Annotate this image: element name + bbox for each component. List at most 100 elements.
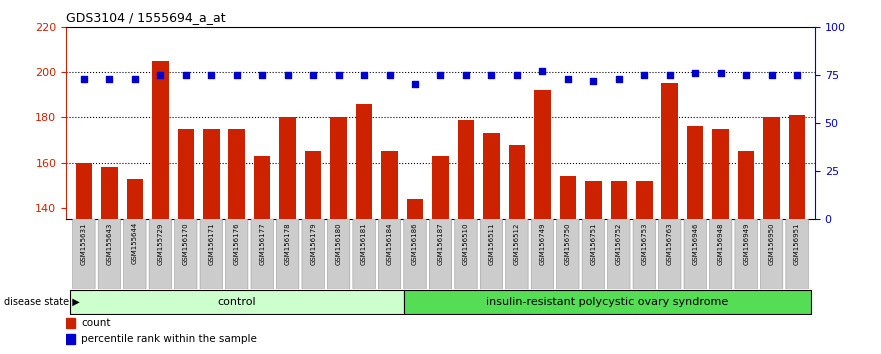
- Point: [739, 72, 753, 78]
- Text: percentile rank within the sample: percentile rank within the sample: [81, 334, 257, 344]
- Text: GSM156171: GSM156171: [208, 222, 214, 265]
- Point: [611, 76, 626, 81]
- Bar: [330, 117, 347, 354]
- Bar: [76, 163, 93, 354]
- FancyBboxPatch shape: [378, 219, 401, 289]
- Text: disease state ▶: disease state ▶: [4, 297, 80, 307]
- Text: GSM155643: GSM155643: [107, 222, 113, 265]
- Point: [688, 70, 702, 76]
- Text: GSM156763: GSM156763: [667, 222, 673, 265]
- FancyBboxPatch shape: [786, 219, 808, 289]
- Bar: [534, 90, 551, 354]
- Point: [306, 72, 320, 78]
- Bar: [254, 156, 270, 354]
- FancyBboxPatch shape: [709, 219, 732, 289]
- Bar: [508, 144, 525, 354]
- FancyBboxPatch shape: [174, 219, 197, 289]
- Text: GSM155644: GSM155644: [132, 222, 137, 264]
- Bar: [687, 126, 704, 354]
- Bar: [483, 133, 500, 354]
- Text: count: count: [81, 318, 110, 328]
- Text: GSM156170: GSM156170: [182, 222, 189, 265]
- Bar: [738, 152, 754, 354]
- Bar: [407, 199, 423, 354]
- FancyBboxPatch shape: [658, 219, 681, 289]
- Point: [128, 76, 142, 81]
- Point: [331, 72, 345, 78]
- Point: [637, 72, 651, 78]
- FancyBboxPatch shape: [226, 219, 248, 289]
- Point: [179, 72, 193, 78]
- Text: GSM156751: GSM156751: [590, 222, 596, 265]
- Point: [153, 72, 167, 78]
- FancyBboxPatch shape: [531, 219, 553, 289]
- FancyBboxPatch shape: [353, 219, 375, 289]
- FancyBboxPatch shape: [98, 219, 121, 289]
- Text: GSM156187: GSM156187: [438, 222, 443, 265]
- Point: [281, 72, 295, 78]
- Text: GSM156177: GSM156177: [259, 222, 265, 265]
- Point: [586, 78, 600, 84]
- FancyBboxPatch shape: [684, 219, 707, 289]
- Bar: [177, 129, 194, 354]
- Bar: [127, 179, 143, 354]
- Point: [459, 72, 473, 78]
- FancyBboxPatch shape: [251, 219, 273, 289]
- Text: GSM156950: GSM156950: [768, 222, 774, 265]
- Bar: [713, 129, 729, 354]
- Text: insulin-resistant polycystic ovary syndrome: insulin-resistant polycystic ovary syndr…: [486, 297, 729, 307]
- Point: [102, 76, 116, 81]
- Text: GSM155729: GSM155729: [158, 222, 163, 265]
- Bar: [559, 176, 576, 354]
- Bar: [433, 156, 448, 354]
- Bar: [788, 115, 805, 354]
- Text: GSM156179: GSM156179: [310, 222, 316, 265]
- FancyBboxPatch shape: [480, 219, 503, 289]
- FancyBboxPatch shape: [608, 219, 630, 289]
- Bar: [458, 120, 474, 354]
- Text: GSM156510: GSM156510: [463, 222, 469, 265]
- Text: GSM156181: GSM156181: [361, 222, 367, 265]
- FancyBboxPatch shape: [149, 219, 172, 289]
- Text: GSM156186: GSM156186: [412, 222, 418, 265]
- Bar: [636, 181, 653, 354]
- FancyBboxPatch shape: [735, 219, 758, 289]
- Text: GSM156753: GSM156753: [641, 222, 648, 265]
- Bar: [611, 181, 627, 354]
- Bar: [279, 117, 296, 354]
- Text: GSM155631: GSM155631: [81, 222, 87, 265]
- Bar: [203, 129, 219, 354]
- Point: [765, 72, 779, 78]
- Bar: [662, 83, 678, 354]
- Point: [663, 72, 677, 78]
- Bar: [763, 117, 780, 354]
- Bar: [66, 318, 75, 328]
- FancyBboxPatch shape: [557, 219, 579, 289]
- Bar: [152, 61, 168, 354]
- FancyBboxPatch shape: [455, 219, 478, 289]
- FancyBboxPatch shape: [302, 219, 324, 289]
- Point: [230, 72, 244, 78]
- Text: GSM156949: GSM156949: [744, 222, 749, 265]
- Text: GSM156511: GSM156511: [488, 222, 494, 265]
- FancyBboxPatch shape: [403, 219, 426, 289]
- Point: [408, 81, 422, 87]
- Text: GSM156180: GSM156180: [336, 222, 342, 265]
- Text: GSM156948: GSM156948: [718, 222, 723, 265]
- FancyBboxPatch shape: [200, 219, 223, 289]
- Point: [561, 76, 575, 81]
- FancyBboxPatch shape: [328, 219, 350, 289]
- Text: control: control: [218, 297, 256, 307]
- FancyBboxPatch shape: [277, 219, 299, 289]
- Bar: [585, 181, 602, 354]
- Point: [382, 72, 396, 78]
- Text: GSM156752: GSM156752: [616, 222, 622, 265]
- FancyBboxPatch shape: [73, 219, 95, 289]
- Bar: [66, 334, 75, 344]
- Text: GSM156749: GSM156749: [539, 222, 545, 265]
- Text: GSM156184: GSM156184: [387, 222, 393, 265]
- Point: [510, 72, 524, 78]
- Text: GDS3104 / 1555694_a_at: GDS3104 / 1555694_a_at: [66, 11, 226, 24]
- Bar: [101, 167, 118, 354]
- FancyBboxPatch shape: [506, 219, 528, 289]
